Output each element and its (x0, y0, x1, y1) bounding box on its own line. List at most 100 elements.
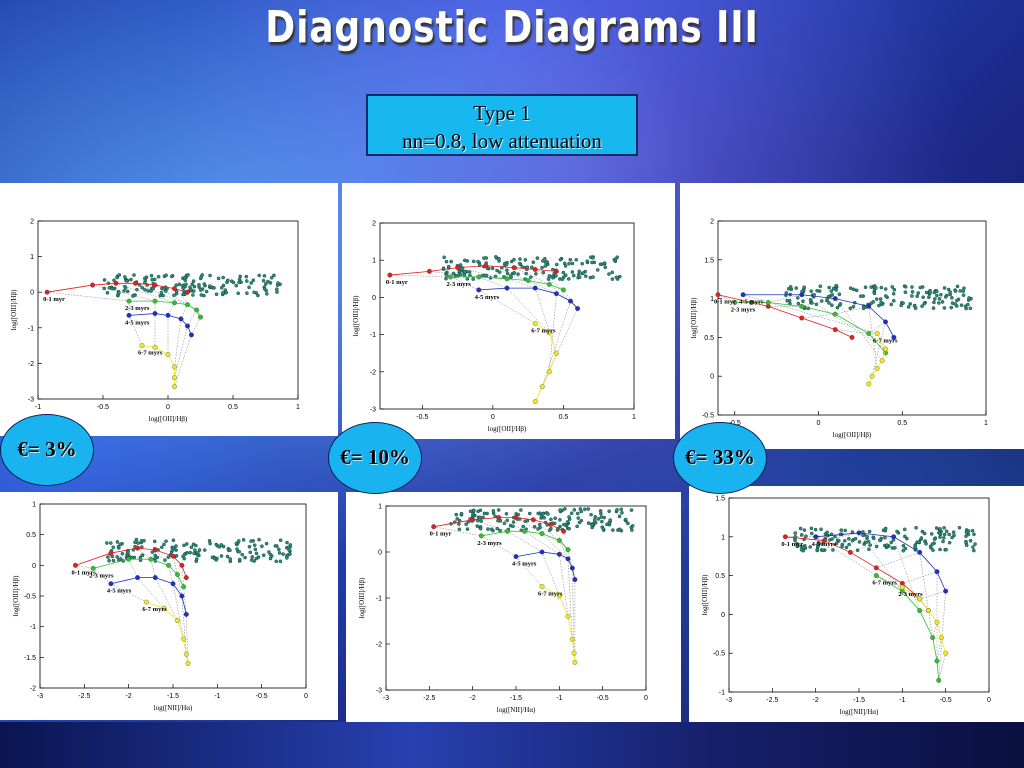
y-axis-label: log([OIII]/Hβ) (690, 297, 698, 339)
galaxy-point (570, 261, 575, 266)
series-point (431, 524, 437, 530)
galaxy-point (505, 268, 509, 272)
galaxy-point (219, 554, 224, 558)
model-connector (167, 302, 175, 316)
galaxy-point (498, 528, 502, 533)
track-label: 4-5 myrs (812, 541, 837, 548)
galaxy-point (920, 304, 924, 308)
galaxy-point (942, 306, 947, 310)
galaxy-point (541, 259, 545, 263)
galaxy-point (174, 283, 178, 288)
model-connector (168, 565, 174, 584)
galaxy-point (910, 290, 915, 294)
galaxy-point (964, 543, 969, 548)
galaxy-point (236, 539, 241, 543)
series-point (546, 281, 552, 287)
x-tick-label: 0 (987, 697, 991, 704)
galaxy-point (125, 289, 130, 294)
galaxy-point (247, 285, 251, 290)
galaxy-point (457, 527, 462, 532)
galaxy-point (874, 286, 878, 290)
slide-title: Diagnostic Diagrams III (265, 2, 759, 53)
series-point (179, 562, 185, 568)
series-point (483, 263, 489, 269)
galaxy-point (973, 542, 977, 546)
galaxy-point (536, 527, 540, 531)
galaxy-point (950, 296, 954, 300)
galaxy-point (919, 536, 924, 540)
x-tick-label: -0.5 (416, 414, 428, 421)
galaxy-point (910, 294, 914, 298)
galaxy-point (821, 548, 825, 553)
series-point (172, 300, 177, 306)
galaxy-point (237, 557, 242, 562)
galaxy-point (972, 548, 976, 553)
series-point (565, 547, 571, 553)
galaxy-point (464, 522, 468, 527)
galaxy-point (511, 520, 516, 524)
galaxy-point (796, 301, 801, 306)
series-point (943, 588, 949, 594)
galaxy-point (516, 512, 521, 517)
galaxy-point (948, 290, 952, 294)
model-connector (559, 554, 569, 617)
series-point (943, 650, 949, 656)
model-connector (835, 329, 869, 334)
track-label: 6-7 myrs (873, 338, 898, 345)
galaxy-point (281, 552, 285, 556)
galaxy-point (840, 544, 844, 549)
galaxy-point (567, 515, 571, 519)
galaxy-point (523, 519, 527, 524)
galaxy-point (784, 291, 789, 295)
y-tick-label: 1 (721, 534, 725, 541)
model-connector (506, 278, 536, 289)
galaxy-point (208, 541, 212, 546)
epsilon-label-10: €= 10% (328, 422, 422, 494)
x-tick-label: -2 (126, 693, 132, 700)
y-tick-label: 1 (372, 258, 376, 265)
galaxy-point (512, 271, 517, 275)
galaxy-point (575, 511, 580, 516)
galaxy-point (260, 544, 264, 549)
x-tick-label: 1 (632, 414, 636, 421)
model-connector (563, 289, 578, 309)
galaxy-point (264, 541, 269, 546)
galaxy-point (834, 288, 839, 292)
model-connector (485, 265, 529, 281)
galaxy-point (577, 269, 582, 274)
series-point (561, 528, 567, 534)
galaxy-point (816, 540, 821, 545)
galaxy-point (819, 527, 823, 532)
galaxy-point (901, 301, 905, 305)
galaxy-point (843, 528, 848, 533)
galaxy-point (607, 509, 611, 514)
x-tick-label: -3 (726, 697, 732, 704)
galaxy-point (857, 540, 862, 544)
y-tick-label: -2 (370, 369, 376, 376)
x-tick-label: -2 (470, 695, 476, 702)
chart-panel-top-2: -0.5 0 0.5 1 -3 -2 -1 0 1 2 log([OII]/Hβ) log([OIII… (342, 183, 675, 439)
model-connector (481, 535, 517, 557)
bottom-decor-bar (0, 722, 1024, 768)
series-point (513, 515, 519, 520)
galaxy-point (908, 302, 913, 306)
model-connector (717, 294, 735, 303)
galaxy-point (809, 531, 814, 536)
galaxy-point (903, 546, 908, 551)
galaxy-point (151, 286, 156, 291)
series-point (108, 550, 114, 556)
galaxy-point (237, 280, 241, 285)
series-point (170, 553, 176, 559)
galaxy-point (885, 543, 889, 547)
galaxy-point (183, 275, 187, 280)
x-tick-label: 0 (817, 420, 821, 427)
galaxy-point (820, 542, 824, 546)
galaxy-point (871, 536, 876, 541)
galaxy-point (512, 257, 516, 262)
galaxy-point (511, 524, 515, 529)
model-connector (478, 276, 508, 289)
series-point (135, 575, 140, 581)
track-label: 6-7 myrs (531, 327, 556, 334)
galaxy-point (188, 550, 192, 555)
galaxy-point (576, 272, 581, 277)
